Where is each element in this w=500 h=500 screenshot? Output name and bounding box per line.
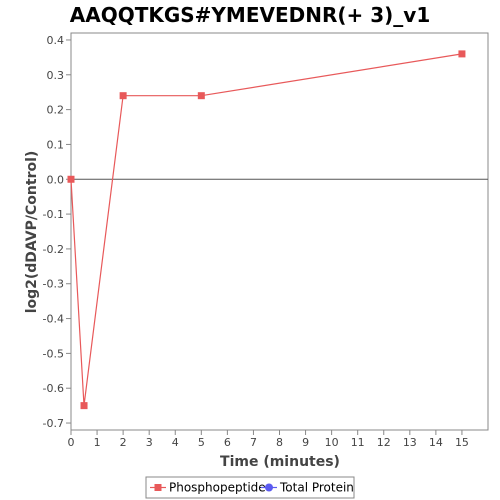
x-axis: 0 1 2 3 4 5 6 7 8 9 10 11 12 13 14 15 [68,430,469,449]
y-tick-label: 0.0 [47,173,65,186]
x-tick-label: 0 [68,436,75,449]
plot-area [70,32,489,431]
y-axis: -0.7 -0.6 -0.5 -0.4 -0.3 -0.2 -0.1 0.0 0.1 0.2 0.3… [43,34,71,430]
y-tick-label: 0.3 [47,69,65,82]
x-tick-label: 15 [455,436,469,449]
legend-label: Phosphopeptide [169,481,266,495]
x-tick-label: 10 [325,436,339,449]
x-tick-label: 6 [224,436,231,449]
legend-marker-square [154,484,162,491]
y-tick-label: -0.4 [43,313,64,326]
data-point [80,402,88,410]
x-tick-label: 2 [120,436,127,449]
chart-title: AAQQTKGS#YMEVEDNR(+ 3)_v1 [70,3,430,27]
x-tick-label: 3 [146,436,153,449]
x-tick-label: 7 [250,436,257,449]
legend-box [145,476,355,499]
y-tick-label: 0.1 [47,138,65,151]
legend-label: Total Protein [279,481,354,495]
x-tick-label: 5 [198,436,205,449]
x-tick-label: 12 [377,436,391,449]
y-tick-label: -0.3 [43,278,64,291]
data-point [67,175,75,183]
x-tick-label: 8 [276,436,283,449]
y-axis-label: log2(dDAVP/Control) [24,151,40,314]
y-tick-label: -0.5 [43,347,64,360]
y-tick-label: -0.7 [43,417,64,430]
legend-marker-circle [265,483,273,492]
x-tick-label: 4 [172,436,179,449]
data-point [119,92,127,100]
y-tick-label: 0.4 [47,34,65,47]
data-point [458,50,466,58]
y-tick-label: 0.2 [47,104,65,117]
x-axis-label: Time (minutes) [220,454,340,470]
y-tick-label: -0.2 [43,243,64,256]
y-tick-label: -0.1 [43,208,64,221]
y-tick-label: -0.6 [43,382,64,395]
x-tick-label: 13 [403,436,417,449]
legend: Phosphopeptide Total Protein [145,476,355,499]
x-tick-label: 14 [429,436,443,449]
series-layer [67,50,466,410]
data-point [197,92,205,100]
x-tick-label: 9 [302,436,309,449]
x-tick-label: 1 [94,436,101,449]
x-tick-label: 11 [351,436,365,449]
